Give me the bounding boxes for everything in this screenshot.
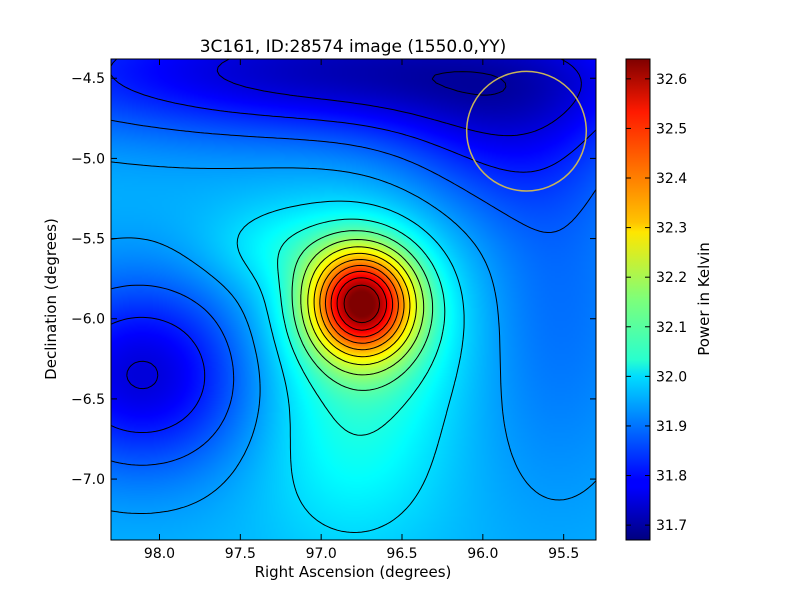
- heatmap-plot: [111, 59, 596, 540]
- contour-line: [319, 259, 405, 351]
- colorbar-tick-label: 32.3: [656, 221, 687, 237]
- colorbar-ticks: 31.7 31.8 31.9 32.0 32.1 32.2 32.3 32.4 32.5 32.6: [626, 72, 687, 534]
- contour-line: [236, 200, 465, 533]
- contour-line: [300, 239, 425, 376]
- y-axis-label: Declination (degrees): [42, 218, 60, 380]
- x-tick-label: 96.5: [386, 546, 417, 562]
- y-tick-label: −7.0: [71, 472, 105, 488]
- colorbar: 31.7 31.8 31.9 32.0 32.1 32.2 32.3 32.4 32.5 32.6…: [625, 58, 713, 541]
- contour-line: [291, 230, 434, 391]
- chart-title: 3C161, ID:28574 image (1550.0,YY): [200, 37, 507, 57]
- x-tick-label: 97.0: [306, 546, 337, 562]
- contour-line: [307, 246, 417, 366]
- colorbar-tick-label: 32.2: [656, 270, 687, 286]
- x-axis-label: Right Ascension (degrees): [255, 563, 452, 581]
- x-tick-label: 98.0: [144, 546, 175, 562]
- colorbar-tick-label: 32.4: [656, 171, 687, 187]
- colorbar-tick-label: 32.1: [656, 320, 687, 336]
- contour-line: [330, 270, 394, 338]
- contour-line: [324, 264, 399, 344]
- contour-line: [313, 252, 411, 358]
- colorbar-tick-label: 32.5: [656, 121, 687, 137]
- x-tick-label: 97.5: [225, 546, 256, 562]
- x-tick-label: 96.0: [467, 546, 498, 562]
- colorbar-tick-label: 31.9: [656, 419, 687, 435]
- y-tick-label: −6.5: [71, 392, 105, 408]
- y-tick-label: −5.0: [71, 151, 105, 167]
- contour-line: [111, 161, 596, 514]
- colorbar-gradient: [625, 58, 651, 541]
- colorbar-label: Power in Kelvin: [695, 242, 713, 356]
- y-axis: −4.5 −5.0 −5.5 −6.0 −6.5 −7.0: [71, 71, 596, 488]
- y-tick-label: −4.5: [71, 71, 105, 87]
- contour-line: [277, 218, 446, 436]
- contour-line: [343, 284, 380, 324]
- colorbar-tick-label: 32.0: [656, 369, 687, 385]
- x-axis: 98.0 97.5 97.0 96.5 96.0 95.5: [144, 59, 579, 562]
- contour-line: [111, 119, 596, 466]
- contour-line: [431, 71, 507, 96]
- x-tick-label: 95.5: [548, 546, 579, 562]
- colorbar-tick-label: 32.6: [656, 72, 687, 88]
- plot-frame: [110, 58, 597, 541]
- contour-line: [336, 277, 388, 331]
- contour-lines: [111, 59, 596, 533]
- y-tick-label: −5.5: [71, 232, 105, 248]
- beam-circle: [465, 70, 588, 192]
- colorbar-tick-label: 31.7: [656, 518, 687, 534]
- colorbar-tick-label: 31.8: [656, 469, 687, 485]
- contour-line: [126, 59, 582, 390]
- y-tick-label: −6.0: [71, 312, 105, 328]
